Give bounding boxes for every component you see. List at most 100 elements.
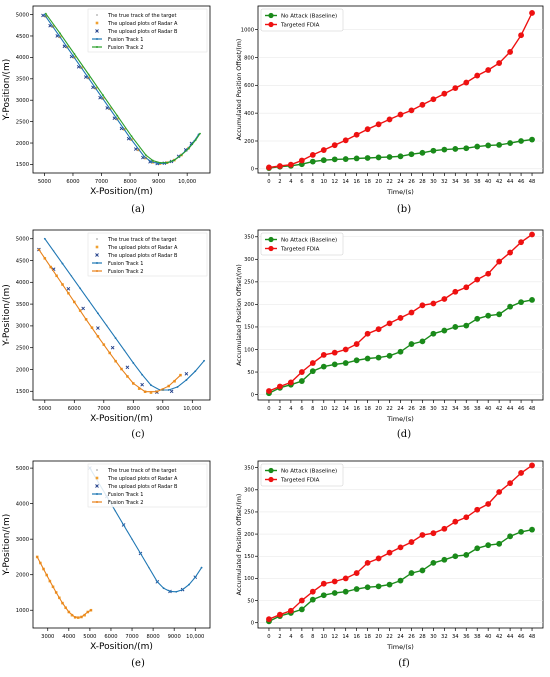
y-tick-label: 0 xyxy=(251,167,254,173)
track-point xyxy=(141,373,144,376)
track-point xyxy=(144,154,147,156)
legend-label: No Attack (Baseline) xyxy=(281,14,337,20)
x-tick-label: 12 xyxy=(331,179,338,185)
track-point xyxy=(157,162,160,165)
data-point xyxy=(287,379,294,386)
legend-box xyxy=(87,463,208,508)
fusion-track-line xyxy=(36,556,92,618)
data-point xyxy=(331,142,338,149)
data-point xyxy=(452,324,459,330)
data-point xyxy=(474,72,481,79)
x-tick-label: 28 xyxy=(419,634,426,640)
x-tick-label: 10 xyxy=(320,179,327,185)
track-point xyxy=(132,362,135,364)
data-point xyxy=(320,352,327,358)
track-point xyxy=(86,611,89,613)
x-tick-label: 36 xyxy=(463,179,470,185)
y-tick-label: 3000 xyxy=(16,324,29,330)
data-point xyxy=(474,143,481,150)
data-point xyxy=(507,249,514,256)
data-point xyxy=(364,584,371,591)
data-point xyxy=(408,341,415,347)
track-point xyxy=(61,602,64,605)
legend-label: Targeted FDIA xyxy=(280,478,320,484)
data-point xyxy=(342,156,349,162)
data-point xyxy=(298,597,305,604)
x-tick-label: 30 xyxy=(430,634,437,640)
data-point xyxy=(419,302,426,309)
data-point xyxy=(266,616,272,623)
chart-panel: 0 2 4 6 8 10 12 14 16 18 20 22 24 26 28 30 32 34 36 38 40 42 4… xyxy=(236,229,544,423)
track-point xyxy=(152,159,154,162)
x-tick-label: 7000 xyxy=(125,634,138,640)
data-point xyxy=(452,553,459,560)
track-point xyxy=(100,95,103,98)
track-point xyxy=(102,94,104,96)
track-point xyxy=(167,385,170,387)
data-point xyxy=(441,556,448,563)
data-point xyxy=(386,581,393,588)
y-tick-label: 200 xyxy=(244,532,254,538)
data-point xyxy=(386,352,393,359)
track-point xyxy=(43,13,46,16)
panel-caption: (e) xyxy=(131,658,145,669)
legend-swatch xyxy=(96,469,98,471)
fusion-track-line xyxy=(89,467,203,593)
data-point xyxy=(309,158,316,165)
chart-panel: 0 2 4 6 8 10 12 14 16 18 20 22 24 26 28 30 32 34 36 38 40 42 4… xyxy=(236,460,544,651)
track-point xyxy=(203,359,206,362)
data-point xyxy=(397,315,404,321)
y-tick-label: 4500 xyxy=(16,258,29,264)
y-tick-label: 50 xyxy=(247,370,254,376)
track-point xyxy=(139,552,142,555)
x-tick-label: 2 xyxy=(278,406,281,412)
data-point xyxy=(485,542,492,549)
data-point xyxy=(277,611,283,618)
data-point xyxy=(529,231,535,238)
data-point xyxy=(298,606,305,613)
data-point xyxy=(386,154,393,160)
radar-b-plot xyxy=(148,160,152,164)
x-axis-label: X-Position/(m) xyxy=(90,187,153,197)
x-tick-label: 0 xyxy=(267,179,270,185)
data-point xyxy=(309,588,316,595)
x-tick-label: 44 xyxy=(507,406,514,412)
track-point xyxy=(130,135,133,138)
radar-b-plot xyxy=(133,147,138,151)
legend-swatch-marker xyxy=(96,46,98,48)
legend-label: The upload plots of Radar B xyxy=(107,253,178,259)
x-tick-label: 12 xyxy=(331,634,338,640)
data-point xyxy=(287,607,294,614)
y-tick-label: 2500 xyxy=(16,345,29,351)
track-point xyxy=(87,73,90,76)
data-point xyxy=(518,299,524,306)
radar-b-plot xyxy=(110,345,115,350)
legend-swatch-marker xyxy=(268,467,274,474)
y-tick-label: 5000 xyxy=(16,237,29,243)
y-axis-label: Y-Position/(m) xyxy=(2,284,12,347)
data-point xyxy=(375,121,382,128)
track-point xyxy=(194,139,197,141)
track-point xyxy=(167,389,170,391)
data-point xyxy=(507,303,514,310)
x-tick-label: 8000 xyxy=(123,179,136,185)
track-point xyxy=(187,147,190,150)
data-point xyxy=(298,378,305,384)
legend-swatch xyxy=(95,21,99,25)
x-tick-label: 32 xyxy=(441,406,448,412)
x-tick-label: 6 xyxy=(300,179,303,185)
y-tick-label: 250 xyxy=(244,510,254,516)
legend-swatch-marker xyxy=(268,12,274,19)
x-tick-label: 4 xyxy=(289,179,293,185)
x-tick-label: 7000 xyxy=(95,179,108,185)
y-tick-label: 5000 xyxy=(16,12,29,18)
track-point xyxy=(132,382,135,385)
x-tick-label: 22 xyxy=(386,179,393,185)
track-point xyxy=(38,248,40,251)
x-tick-label: 42 xyxy=(496,634,503,640)
panel-caption: (c) xyxy=(131,429,145,440)
legend-box xyxy=(87,232,208,277)
plot-area xyxy=(41,12,201,166)
